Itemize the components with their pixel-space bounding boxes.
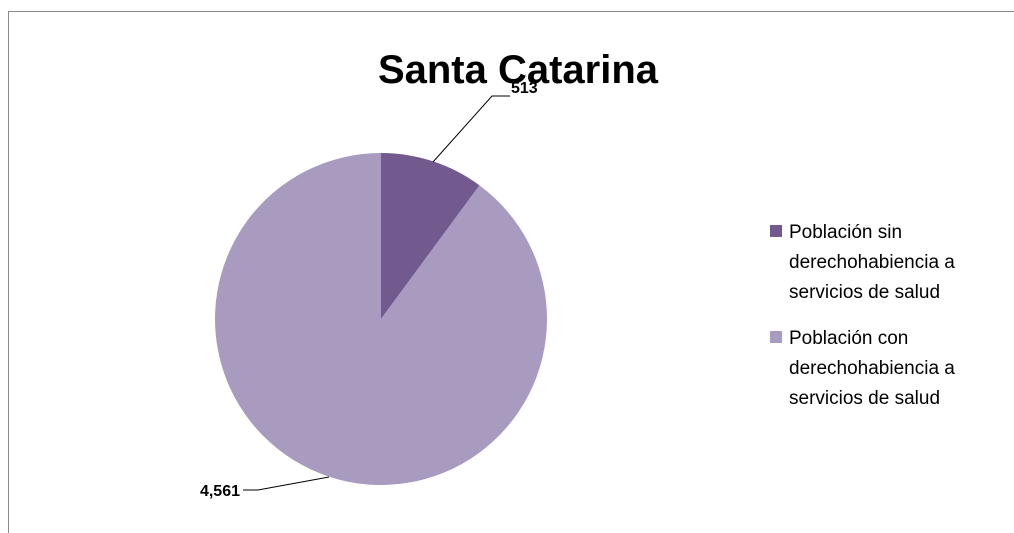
data-label-1: 513	[511, 80, 538, 97]
leader-line-2	[243, 476, 330, 491]
chart-frame	[8, 11, 1014, 533]
pie-slice-2	[215, 153, 548, 485]
pie-slice-1	[381, 153, 480, 319]
legend-label-1: Población sin derechohabiencia a servicios…	[789, 222, 955, 303]
legend-label-2: Población con derechohabiencia a servicios…	[789, 328, 955, 409]
leader-line-1	[432, 95, 510, 163]
chart-title: Santa Catarina	[378, 48, 659, 92]
data-label-2: 4,561	[200, 483, 240, 500]
legend-swatch-1	[770, 225, 782, 237]
legend-swatch-2	[770, 331, 782, 343]
